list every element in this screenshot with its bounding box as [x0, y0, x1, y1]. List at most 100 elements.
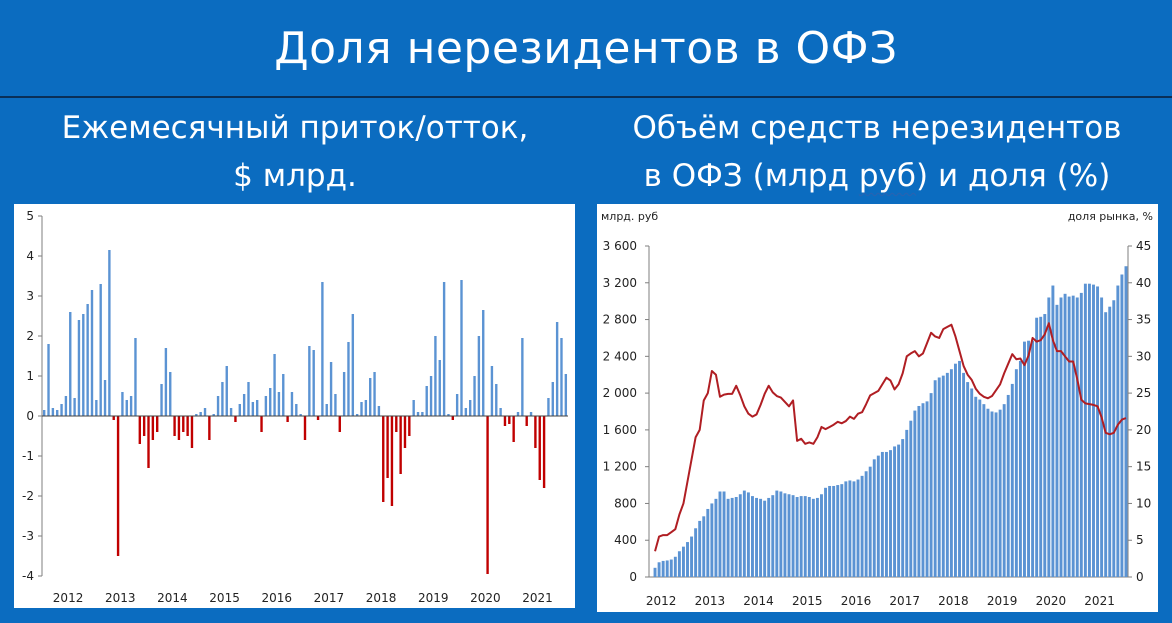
outflow-bar: [156, 416, 159, 432]
holdings-bar: [998, 409, 1002, 577]
inflow-bar: [529, 412, 533, 416]
inflow-bar: [199, 412, 202, 416]
holdings-bar: [933, 380, 937, 577]
x-tick-label: 2012: [646, 594, 677, 608]
inflow-bar: [60, 404, 63, 416]
holdings-bar: [982, 404, 986, 577]
inflow-bar: [242, 394, 246, 416]
inflow-bar: [69, 312, 72, 416]
left-tick-label: 2 800: [603, 313, 637, 327]
inflow-bar: [329, 362, 333, 416]
outflow-bar: [303, 416, 307, 440]
holdings-bar: [1108, 306, 1112, 577]
title-divider: [0, 96, 1172, 98]
outflow-bar: [142, 416, 146, 436]
y-tick-label: 2: [26, 329, 34, 343]
inflow-bar: [347, 342, 350, 416]
holdings-bar: [1006, 394, 1010, 577]
page-title: Доля нерезидентов в ОФЗ: [274, 22, 898, 74]
inflow-bar: [547, 398, 550, 416]
outflow-bar: [542, 416, 546, 488]
holdings-bar: [1063, 293, 1067, 577]
inflow-bar: [203, 408, 207, 416]
holdings-bar: [828, 485, 832, 577]
holdings-bar: [726, 498, 730, 577]
outflow-bar: [503, 416, 507, 426]
holdings-bar: [698, 520, 702, 577]
inflow-bar: [251, 402, 255, 416]
outflow-bar: [186, 416, 189, 436]
right-tick-label: 35: [1136, 313, 1151, 327]
inflow-bar: [355, 414, 359, 416]
inflow-bar: [551, 382, 554, 416]
inflow-bar: [212, 414, 215, 416]
holdings-bar: [807, 497, 811, 577]
holdings-bar: [962, 372, 966, 577]
holdings-bar: [783, 493, 787, 577]
left-tick-label: 800: [614, 496, 637, 510]
outflow-bar: [260, 416, 263, 432]
holdings-bar: [1031, 340, 1035, 577]
holdings-bar: [690, 536, 694, 577]
outflow-bar: [138, 416, 142, 444]
inflow-bar: [77, 320, 81, 416]
holdings-bar: [921, 403, 925, 577]
holdings-bar: [913, 410, 917, 577]
y-tick-label: -2: [22, 489, 34, 503]
holdings-chart: млрд. руб доля рынка, % 3 600 3 200 2 800 2 4…: [601, 210, 1153, 608]
holdings-bar: [986, 408, 990, 577]
x-tick-label: 2021: [1084, 594, 1115, 608]
inflow-bar: [412, 400, 415, 416]
holdings-bar: [1002, 404, 1006, 577]
outflow-bar: [486, 416, 489, 574]
inflow-bar: [73, 398, 76, 416]
holdings-bar: [966, 382, 970, 577]
inflow-bar: [90, 290, 94, 416]
right-tick-label: 25: [1136, 386, 1151, 400]
inflow-bar: [282, 374, 285, 416]
x-tick-label: 2019: [987, 594, 1018, 608]
outflow-bar: [234, 416, 237, 422]
holdings-bar: [937, 377, 941, 577]
outflow-bar: [177, 416, 181, 440]
inflow-bar: [160, 384, 163, 416]
outflow-bar: [451, 416, 454, 420]
x-tick-label: 2014: [743, 594, 774, 608]
holdings-bar: [864, 471, 868, 577]
inflow-bar: [342, 372, 346, 416]
holdings-bar: [901, 439, 905, 577]
inflow-bar: [42, 410, 46, 416]
holdings-bar: [657, 562, 661, 577]
inflow-bar: [468, 400, 472, 416]
holdings-bar: [665, 560, 669, 577]
inflow-bar: [99, 284, 102, 416]
inflow-bar: [308, 346, 311, 416]
holdings-bar: [1096, 286, 1100, 577]
holdings-bar: [730, 497, 734, 577]
holdings-bar: [669, 559, 673, 577]
holdings-bar: [990, 411, 994, 577]
inflow-bar: [64, 396, 68, 416]
outflow-bar: [512, 416, 515, 442]
holdings-bar: [1043, 314, 1047, 577]
inflow-bar: [360, 402, 363, 416]
holdings-bar: [767, 497, 771, 577]
inflow-bar: [255, 400, 259, 416]
holdings-bar: [771, 495, 775, 577]
left-chart-subtitle: Ежемесячный приток/отток, $ млрд.: [0, 104, 590, 200]
holdings-bar: [759, 498, 763, 577]
inflow-bar: [134, 338, 137, 416]
holdings-bar: [673, 556, 677, 577]
inflow-bar: [482, 310, 485, 416]
holdings-bar: [738, 494, 742, 577]
holdings-bar: [832, 485, 836, 577]
right-tick-label: 45: [1136, 239, 1151, 253]
inflow-bar: [86, 304, 89, 416]
holdings-bar: [909, 420, 913, 577]
holdings-bar: [1112, 300, 1116, 577]
inflow-bar: [216, 396, 220, 416]
holdings-bar: [779, 491, 783, 577]
left-axis-title: млрд. руб: [601, 210, 658, 223]
inflow-bar: [429, 376, 433, 416]
inflow-bar: [460, 280, 463, 416]
